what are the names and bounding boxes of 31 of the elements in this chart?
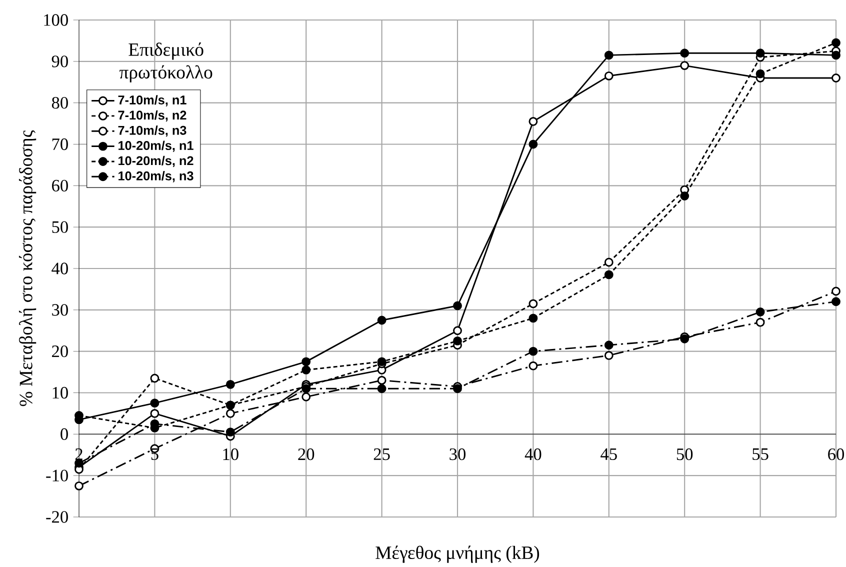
y-tick-label: 60 [52,180,68,192]
x-tick-label: 25 [374,448,390,460]
y-tick-label: -20 [46,511,68,523]
y-tick-label: 10 [52,386,68,399]
x-tick-label: 10 [223,448,238,460]
x-tick-label: 55 [752,448,768,460]
y-tick-label: 100 [44,14,68,26]
y-tick-label: 30 [52,304,68,316]
legend-label: 10-20m/s, n3 [118,171,194,182]
y-tick-label: 80 [52,96,68,109]
x-tick-label: 30 [450,448,466,460]
y-tick-label: 0 [60,428,68,440]
y-tick-label: 50 [52,221,68,233]
y-tick-label: 40 [52,262,68,274]
legend-title: Επιδεμικό πρωτόκολλο [120,42,212,82]
y-tick-label: -10 [46,470,68,482]
y-axis-title: % Μεταβολή στο κόστος παράδοσης [18,130,36,406]
y-tick-label: 70 [52,138,68,150]
x-tick-label: 20 [298,448,314,460]
legend-label: 10-20m/s, n2 [118,156,194,168]
y-tick-label: 20 [52,345,68,358]
y-tick-label: 90 [52,56,68,68]
x-tick-label: 40 [524,448,542,460]
legend-label: 7-10m/s, n2 [118,110,186,122]
x-tick-label: 60 [828,448,844,460]
legend-label: 7-10m/s, n3 [118,126,186,137]
x-tick-label: 45 [600,448,617,460]
legend-label: 7-10m/s, n1 [118,95,186,106]
x-tick-label: 50 [676,448,693,460]
x-axis-title: Μέγεθος μνήμης (kB) [376,546,540,563]
legend-label: 10-20m/s, n1 [118,140,194,152]
